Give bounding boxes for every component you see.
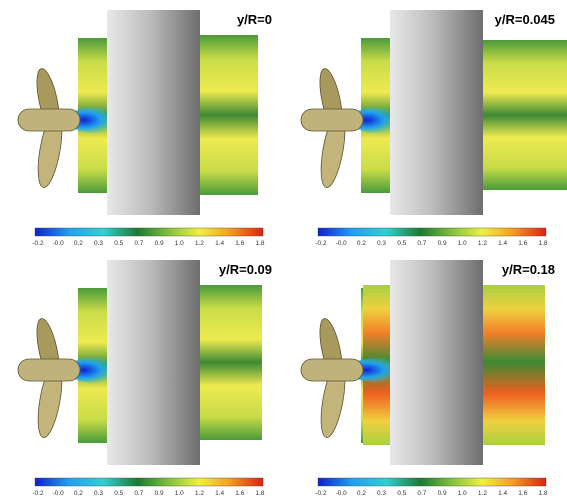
panel: y/R=0.045 -0.2 -0.0 0.2 0.3 0.5 0.7 0.9 1.0 1.2 1.… — [301, 10, 567, 247]
colorbar-tick-label: 0.7 — [134, 490, 143, 497]
colorbar-tick-label: 0.9 — [438, 240, 447, 247]
colorbar-tick-label: 1.8 — [538, 240, 547, 247]
colorbar-tick-label: 0.7 — [417, 490, 426, 497]
colorbar-tick-label: -0.2 — [32, 240, 44, 247]
colorbar-tick-label: 1.2 — [478, 490, 487, 497]
colorbar-tick-label: -0.0 — [336, 490, 348, 497]
panel-label: y/R=0.18 — [502, 262, 555, 277]
colorbar-tick-label: -0.2 — [32, 490, 44, 497]
colorbar-tick-label: 0.9 — [438, 490, 447, 497]
colorbar-tick-label: -0.0 — [53, 240, 65, 247]
colorbar-tick-label: 0.5 — [114, 490, 123, 497]
colorbar — [318, 478, 546, 486]
cylinder — [390, 260, 483, 465]
panel: y/R=0.18 -0.2 -0.0 0.2 0.3 0.5 0.7 0.9 1.0 1.2 1.4… — [301, 260, 555, 497]
colorbar-tick-label: 1.0 — [458, 240, 467, 247]
colorbar-tick-label: -0.2 — [315, 240, 327, 247]
colorbar — [35, 478, 263, 486]
colorbar-tick-label: 1.4 — [498, 490, 507, 497]
colorbar-tick-label: 0.9 — [155, 240, 164, 247]
propeller-hub — [18, 359, 80, 381]
colorbar-tick-label: 0.2 — [74, 240, 83, 247]
colorbar-tick-label: 1.6 — [235, 490, 244, 497]
colorbar-tick-label: 1.0 — [175, 490, 184, 497]
colorbar — [318, 228, 546, 236]
colorbar-tick-label: 1.6 — [235, 240, 244, 247]
cylinder — [390, 10, 483, 215]
panel: y/R=0 -0.2 -0.0 0.2 0.3 0.5 0.7 0.9 1.0 1.2 1.4 1.6… — [18, 10, 272, 247]
colorbar-tick-label: 0.5 — [114, 240, 123, 247]
colorbar-tick-label: -0.2 — [315, 490, 327, 497]
colorbar-tick-label: 0.2 — [357, 240, 366, 247]
cylinder — [107, 260, 200, 465]
colorbar-tick-label: 0.2 — [74, 490, 83, 497]
colorbar-tick-label: 0.7 — [134, 240, 143, 247]
colorbar-tick-label: 1.8 — [255, 490, 264, 497]
colorbar-tick-label: 0.5 — [397, 490, 406, 497]
figure: y/R=0 -0.2 -0.0 0.2 0.3 0.5 0.7 0.9 1.0 1.2 1.4 1.6… — [0, 0, 567, 499]
colorbar-tick-label: 1.6 — [518, 490, 527, 497]
colorbar-tick-label: 0.3 — [94, 490, 103, 497]
colorbar-tick-label: 0.3 — [377, 490, 386, 497]
colorbar-tick-label: 0.5 — [397, 240, 406, 247]
colorbar-tick-label: 1.4 — [215, 240, 224, 247]
colorbar-tick-label: 0.3 — [377, 240, 386, 247]
colorbar-tick-label: 1.2 — [478, 240, 487, 247]
propeller-hub — [301, 109, 363, 131]
propeller-hub — [301, 359, 363, 381]
colorbar-tick-label: 1.4 — [498, 240, 507, 247]
colorbar-tick-label: 0.2 — [357, 490, 366, 497]
panel: y/R=0.09 -0.2 -0.0 0.2 0.3 0.5 0.7 0.9 1.0 1.2 1.4… — [18, 260, 272, 497]
colorbar-tick-label: 1.6 — [518, 240, 527, 247]
colorbar-tick-label: 1.8 — [538, 490, 547, 497]
contour-wake — [472, 40, 567, 190]
panel-label: y/R=0.045 — [495, 12, 555, 27]
cylinder — [107, 10, 200, 215]
colorbar-tick-label: -0.0 — [336, 240, 348, 247]
colorbar-tick-label: 1.0 — [458, 490, 467, 497]
colorbar-tick-label: 0.9 — [155, 490, 164, 497]
colorbar-tick-label: 1.4 — [215, 490, 224, 497]
colorbar-tick-label: -0.0 — [53, 490, 65, 497]
propeller-hub — [18, 109, 80, 131]
panel-label: y/R=0 — [237, 12, 272, 27]
colorbar-tick-label: 1.0 — [175, 240, 184, 247]
colorbar-tick-label: 0.7 — [417, 240, 426, 247]
colorbar-tick-label: 1.8 — [255, 240, 264, 247]
panel-label: y/R=0.09 — [219, 262, 272, 277]
colorbar — [35, 228, 263, 236]
colorbar-tick-label: 1.2 — [195, 240, 204, 247]
colorbar-tick-label: 0.3 — [94, 240, 103, 247]
contour-wake — [200, 35, 258, 195]
colorbar-tick-label: 1.2 — [195, 490, 204, 497]
